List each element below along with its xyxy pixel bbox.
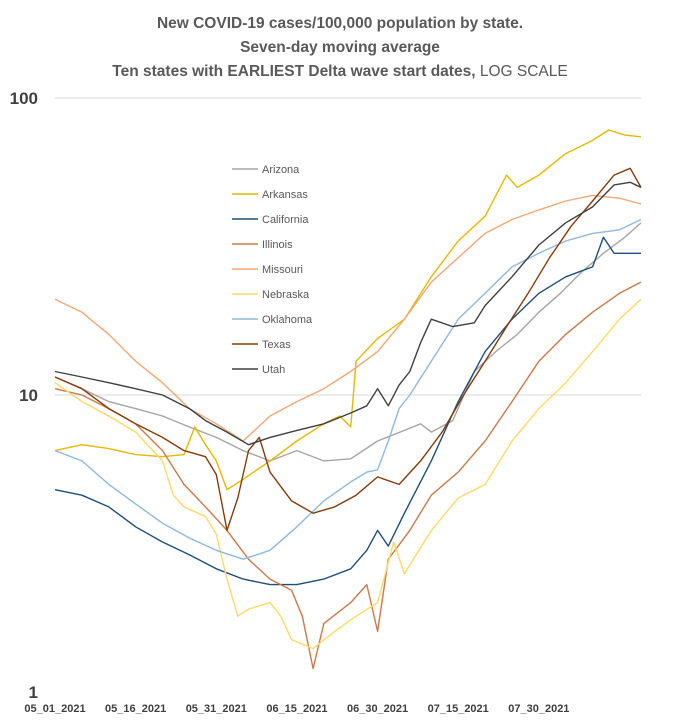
y-axis: 1 10 100 (10, 89, 38, 702)
gridlines (55, 97, 641, 396)
x-tick-label: 05_31_2021 (186, 703, 247, 715)
legend-label: Texas (262, 339, 291, 351)
legend-label: Missouri (262, 264, 303, 276)
legend: Arizona Arkansas California Illinois Missour… (232, 164, 313, 376)
series-line-oklahoma (54, 218, 642, 560)
x-tick-label: 05_01_2021 (24, 703, 85, 715)
chart-title: New COVID-19 cases/100,000 population by… (112, 15, 567, 80)
y-tick-label: 1 (29, 683, 38, 702)
series-line-arkansas (54, 129, 642, 491)
x-tick-label: 06_30_2021 (347, 703, 408, 715)
x-tick-label: 06_15_2021 (266, 703, 327, 715)
series-line-missouri (54, 194, 642, 442)
series-line-illinois (54, 281, 642, 670)
y-tick-label: 100 (10, 89, 38, 108)
series-line-texas (54, 167, 642, 532)
x-tick-label: 07_15_2021 (428, 703, 489, 715)
legend-label: California (262, 214, 309, 226)
series-lines (54, 129, 642, 670)
legend-label: Oklahoma (262, 314, 313, 326)
legend-label: Arizona (262, 164, 300, 176)
legend-label: Arkansas (262, 189, 308, 201)
series-line-nebraska (54, 298, 642, 650)
series-line-arizona (54, 222, 642, 462)
y-tick-label: 10 (19, 386, 38, 405)
legend-label: Illinois (262, 239, 293, 251)
title-line-2: Seven-day moving average (240, 39, 440, 56)
title-line-3-bold: Ten states with EARLIEST Delta wave star… (112, 63, 475, 80)
legend-label: Utah (262, 364, 285, 376)
x-tick-label: 07_30_2021 (508, 703, 569, 715)
series-line-utah (54, 181, 642, 446)
x-tick-label: 05_16_2021 (105, 703, 166, 715)
x-axis: 05_01_2021 05_16_2021 05_31_2021 06_15_2021… (24, 703, 569, 715)
title-line-3-light: LOG SCALE (476, 63, 568, 80)
title-line-3: Ten states with EARLIEST Delta wave star… (112, 63, 567, 80)
series-line-california (54, 236, 641, 586)
title-line-1: New COVID-19 cases/100,000 population by… (157, 15, 523, 32)
legend-label: Nebraska (262, 289, 310, 301)
